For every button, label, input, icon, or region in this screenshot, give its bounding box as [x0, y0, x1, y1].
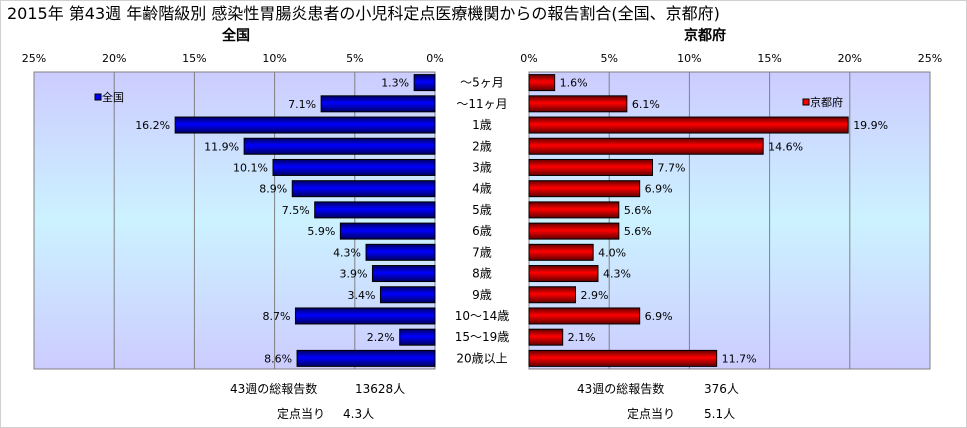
national-bar — [243, 137, 436, 155]
kyoto-tick-label: 20% — [838, 52, 862, 65]
national-total-label: 43週の総報告数 — [230, 381, 317, 396]
kyoto-tick-label: 25% — [918, 52, 942, 65]
national-bar — [296, 349, 436, 367]
national-bar — [365, 243, 436, 261]
category-label: 7歳 — [472, 245, 492, 259]
chart-title: 2015年 第43週 年齢階級別 感染性胃腸炎患者の小児科定点医療機関からの報告… — [7, 4, 720, 23]
category-label: 1歳 — [472, 118, 492, 132]
national-bar — [399, 328, 436, 346]
kyoto-data-label: 1.6% — [560, 77, 588, 90]
national-data-label: 8.9% — [259, 183, 287, 196]
category-label: 5歳 — [472, 203, 492, 217]
national-data-label: 4.3% — [333, 246, 361, 259]
kyoto-data-label: 6.9% — [645, 183, 673, 196]
kyoto-bar — [528, 74, 556, 92]
kyoto-tick-label: 5% — [600, 52, 617, 65]
category-label: 9歳 — [472, 288, 492, 302]
kyoto-data-label: 5.6% — [624, 204, 652, 217]
kyoto-tick-label: 15% — [757, 52, 781, 65]
kyoto-bar — [528, 349, 718, 367]
national-bar — [379, 286, 436, 304]
national-bar — [314, 201, 436, 219]
kyoto-data-label: 4.3% — [603, 268, 631, 281]
kyoto-data-label: 5.6% — [624, 225, 652, 238]
national-data-label: 3.9% — [339, 268, 367, 281]
category-label: ～5ヶ月 — [460, 76, 504, 90]
category-label: 4歳 — [472, 182, 492, 196]
kyoto-bar — [528, 328, 564, 346]
legend-label-national: 全国 — [102, 90, 124, 104]
kyoto-data-label: 2.9% — [581, 289, 609, 302]
national-tick-label: 10% — [262, 52, 286, 65]
kyoto-bar — [528, 137, 764, 155]
legend-swatch-national — [94, 93, 102, 101]
kyoto-bar — [528, 265, 599, 283]
kyoto-bar — [528, 243, 594, 261]
kyoto-data-label: 6.9% — [645, 310, 673, 323]
category-label: 8歳 — [472, 267, 492, 281]
kyoto-bar — [528, 307, 641, 325]
category-label: 2歳 — [472, 139, 492, 153]
kyoto-bar — [528, 201, 620, 219]
category-label: 15～19歳 — [455, 330, 510, 344]
national-data-label: 8.7% — [262, 310, 290, 323]
category-label: 20歳以上 — [456, 351, 507, 365]
national-data-label: 2.2% — [367, 331, 395, 344]
kyoto-tick-label: 10% — [677, 52, 701, 65]
kyoto-data-label: 11.7% — [722, 352, 757, 365]
national-tick-label: 0% — [426, 52, 443, 65]
kyoto-bar — [528, 286, 577, 304]
kyoto-data-label: 4.0% — [598, 246, 626, 259]
kyoto-total-label: 43週の総報告数 — [577, 381, 664, 396]
national-data-label: 5.9% — [307, 225, 335, 238]
national-bar — [291, 180, 436, 198]
legend-label-kyoto: 京都府 — [810, 95, 843, 109]
kyoto-per-value: 5.1人 — [704, 407, 735, 421]
kyoto-data-label: 6.1% — [632, 98, 660, 111]
national-per-label: 定点当り — [277, 406, 325, 421]
panel-title-kyoto: 京都府 — [684, 27, 726, 44]
national-bar — [413, 74, 436, 92]
national-data-label: 16.2% — [135, 119, 170, 132]
national-per-value: 4.3人 — [343, 407, 374, 421]
national-data-label: 10.1% — [233, 161, 268, 174]
national-bar — [294, 307, 436, 325]
national-bar — [371, 265, 436, 283]
national-data-label: 7.1% — [288, 98, 316, 111]
national-tick-label: 15% — [182, 52, 206, 65]
kyoto-data-label: 7.7% — [658, 161, 686, 174]
national-tick-label: 25% — [22, 52, 46, 65]
national-data-label: 1.3% — [381, 77, 409, 90]
national-tick-label: 5% — [346, 52, 363, 65]
national-tick-label: 20% — [102, 52, 126, 65]
kyoto-tick-label: 0% — [520, 52, 537, 65]
kyoto-data-label: 2.1% — [568, 331, 596, 344]
national-bar — [339, 222, 436, 240]
national-data-label: 8.6% — [264, 352, 292, 365]
national-bar — [174, 116, 436, 134]
kyoto-bar — [528, 95, 628, 113]
national-data-label: 11.9% — [204, 140, 239, 153]
national-bar — [272, 158, 436, 176]
kyoto-bar — [528, 158, 654, 176]
panel-title-national: 全国 — [221, 27, 250, 44]
kyoto-bar — [528, 116, 849, 134]
legend-swatch-kyoto — [802, 98, 810, 106]
category-label: 3歳 — [472, 160, 492, 174]
kyoto-per-label: 定点当り — [627, 406, 675, 421]
national-data-label: 7.5% — [282, 204, 310, 217]
kyoto-total-value: 376人 — [704, 382, 739, 396]
national-bar — [320, 95, 436, 113]
category-label: ～11ヶ月 — [456, 97, 507, 111]
kyoto-bar — [528, 222, 620, 240]
national-total-value: 13628人 — [355, 382, 405, 396]
kyoto-data-label: 19.9% — [853, 119, 888, 132]
kyoto-data-label: 14.6% — [768, 140, 803, 153]
category-label: 6歳 — [472, 224, 492, 238]
national-data-label: 3.4% — [348, 289, 376, 302]
kyoto-bar — [528, 180, 641, 198]
category-label: 10～14歳 — [455, 309, 510, 323]
